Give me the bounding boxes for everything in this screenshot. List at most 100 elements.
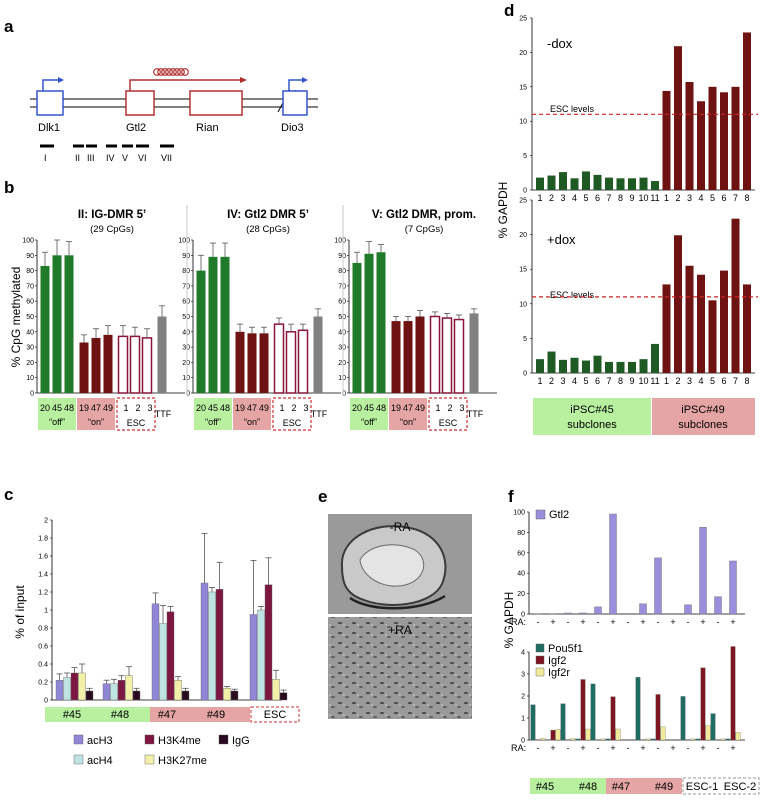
b-bar-2-2 [285,331,297,394]
c-group-label: #45 [63,709,81,721]
d-xlabel-bottom: 2 [675,376,680,386]
f-bar-Pou5f1-2 [560,703,566,741]
locus-diagram: Dlk1 Gtl2 Rian Dio3 I II III IV V VI VII [30,68,318,163]
b-sample-label: 47 [403,403,413,413]
cell-images: -RA +RA [328,514,472,719]
d-bar-bottom-12 [674,235,682,373]
f-ra-label-top: RA: [511,617,526,627]
f-ytick-label-top: 0 [521,612,525,619]
d-xlabel-bottom: 10 [638,376,648,386]
c-bar-H3K4me-3 [215,589,224,701]
b-sample-label: 20 [352,403,362,413]
f-bar-Pou5f1-8 [680,696,686,741]
b-sample-label: 45 [364,403,374,413]
d-bar-bottom-14 [697,274,705,373]
b-sample-label: 3 [147,403,152,413]
c-bar-H3K27me-3 [223,688,231,701]
dlk1-exon [36,90,64,116]
f-ra-sign-top: - [627,617,630,627]
b-bar-1-49 [103,334,113,393]
c-legend-swatch [144,754,155,765]
d-bar-bottom-11 [662,284,671,373]
b-bar-3-48 [376,252,386,393]
b-on-box [77,398,115,430]
gene-label-dlk1: Dlk1 [38,122,60,134]
f-ytick-label-bottom: 1 [521,716,525,723]
d-xlabel-bottom: 9 [629,376,634,386]
b-bar-1-3 [141,337,153,394]
subclone-expression-charts: % GAPDH -dox +dox ESC levels ESC levels … [496,16,758,435]
d-ytick-label-top: 25 [519,16,527,23]
d-ytick-label-top: 0 [523,188,527,195]
d-xlabel-top: 8 [618,193,623,203]
d-bar-top-10 [651,181,659,190]
f-ra-sign-bottom: - [597,743,600,753]
d-bar-top-13 [685,81,694,190]
panel-label-a: a [4,17,14,36]
d-bar-top-3 [570,178,579,190]
gtl2-exon [125,90,155,116]
d-bar-top-15 [708,86,717,190]
d-bar-top-4 [582,171,590,190]
rian-exon [189,90,243,116]
b-bar-3-2 [441,317,453,394]
c-bar-IgG-1 [132,690,141,701]
b-ytick-label: 80 [26,268,34,275]
d-xlabel-top: 7 [733,193,738,203]
b-chart-subtitle-2: (28 CpGs) [246,224,290,235]
f-ra-sign-bottom: + [550,743,555,753]
d-xlabel-top: 3 [687,193,692,203]
plus-ra-image [328,617,472,719]
f-bar-gtl2-2 [564,612,572,615]
b-bar-2-TTF [313,316,323,393]
d-bar-top-16 [720,92,728,190]
c-legend-label: H3K4me [158,735,201,747]
f-ra-sign-bottom: + [730,743,735,753]
b-ytick-label: 80 [182,268,190,275]
f-ra-label-bottom: RA: [511,743,526,753]
b-sample-label: 49 [259,403,269,413]
f-ra-sign-top: + [700,617,705,627]
f-group-label: #49 [655,781,673,793]
region-label-2: II [75,153,80,163]
d-xlabel-bottom: 2 [549,376,554,386]
b-ytick-label: 0 [342,391,346,398]
methylation-charts: % CpG methylated II: IG-DMR 5’ (29 CpGs) 0… [9,205,497,431]
b-sample-label: 19 [391,403,401,413]
f-group-label: #48 [579,781,597,793]
f-ytick-label-bottom: 4 [521,650,525,657]
f-ra-sign-top: + [610,617,615,627]
b-chart-title-1: II: IG-DMR 5’ [78,209,146,221]
b-sample-label: 1 [435,403,440,413]
c-bar-H3K4me-1 [117,680,126,701]
d-ytick-label-bottom: 15 [519,267,527,274]
c-legend-swatch [218,734,229,745]
d-xlabel-bottom: 1 [664,376,669,386]
f-ra-sign-top: + [640,617,645,627]
d-bar-bottom-6 [605,361,613,373]
f-box-esc [682,777,760,795]
b-esc-label: ESC [127,418,146,428]
c-ytick-label: 0 [44,698,48,705]
c-group-label: ESC [264,709,287,721]
f-bar-Pou5f1-4 [590,683,596,741]
f-bar-Pou5f1-6 [635,677,641,741]
b-esc-label: ESC [439,418,458,428]
f-bar-gtl2-6 [639,603,647,615]
b-bar-3-47 [403,321,413,393]
f-ra-sign-bottom: - [627,743,630,753]
b-bar-1-20 [40,266,50,393]
c-ytick-label: 0.2 [38,680,48,687]
b-ytick-label: 10 [182,375,190,382]
f-ra-sign-bottom: + [670,743,675,753]
f-group-label: #47 [612,781,630,793]
d-bottom-label: +dox [547,232,576,247]
b-ylabel: % CpG methylated [9,267,23,368]
b-ytick-label: 70 [338,283,346,290]
c-box-on [150,707,250,722]
f-bar-Pou5f1-0 [530,704,536,741]
d-bar-top-6 [605,177,613,190]
c-ytick-label: 2 [44,518,48,525]
d-ytick-label-top: 10 [519,119,527,126]
